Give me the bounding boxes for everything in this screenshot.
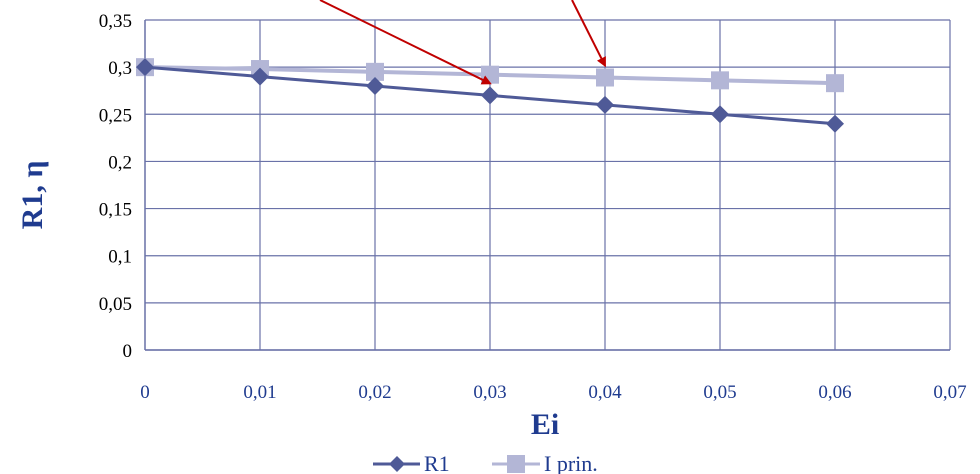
data-point-r1 — [481, 86, 499, 105]
x-tick-label: 0,03 — [473, 382, 506, 403]
data-point-r1 — [136, 58, 154, 77]
legend-label-r1: R1 — [424, 451, 450, 474]
y-tick-label: 0,15 — [99, 200, 132, 221]
legend-item-i-prin: I prin. — [492, 451, 598, 474]
y-tick-label: 0,35 — [99, 11, 132, 32]
y-tick-label: 0,05 — [99, 294, 132, 315]
data-point-i-prin — [826, 74, 844, 93]
y-tick-label: 0,2 — [108, 152, 132, 173]
x-tick-label: 0,05 — [703, 382, 736, 403]
data-point-r1 — [251, 67, 269, 86]
annotations — [319, 0, 606, 85]
x-tick-label: 0,02 — [358, 382, 391, 403]
data-point-i-prin — [711, 71, 729, 90]
x-tick-label: 0,01 — [243, 382, 276, 403]
data-point-i-prin — [366, 62, 384, 81]
y-tick-label: 0,3 — [108, 58, 132, 79]
legend-marker-r1 — [389, 456, 405, 472]
data-point-r1 — [596, 95, 614, 114]
legend-item-r1: R1 — [373, 451, 450, 474]
series — [136, 58, 844, 133]
legend-label-i-prin: I prin. — [544, 451, 598, 474]
legend-marker-i-prin — [507, 455, 525, 473]
x-tick-label: 0,06 — [818, 382, 851, 403]
legend: R1 I prin. — [373, 451, 598, 474]
x-axis-ticks: 0 0,01 0,02 0,03 0,04 0,05 0,06 0,07 — [140, 382, 966, 403]
y-axis-title: R1, η — [16, 161, 49, 230]
data-point-r1 — [366, 77, 384, 95]
data-point-r1 — [711, 105, 729, 124]
y-axis-ticks: 0 0,05 0,1 0,15 0,2 0,25 0,3 0,35 — [99, 11, 132, 362]
x-tick-label: 0 — [140, 382, 150, 403]
y-tick-label: 0 — [123, 341, 133, 362]
x-tick-label: 0,04 — [588, 382, 622, 403]
y-tick-label: 0,1 — [108, 247, 132, 268]
annotation-arrow — [319, 0, 492, 85]
y-tick-label: 0,25 — [99, 105, 132, 126]
x-axis-title: Ei — [531, 408, 559, 441]
data-point-i-prin — [596, 68, 614, 87]
data-point-r1 — [826, 114, 844, 133]
annotation-arrow — [571, 0, 606, 68]
x-tick-label: 0,07 — [933, 382, 966, 403]
